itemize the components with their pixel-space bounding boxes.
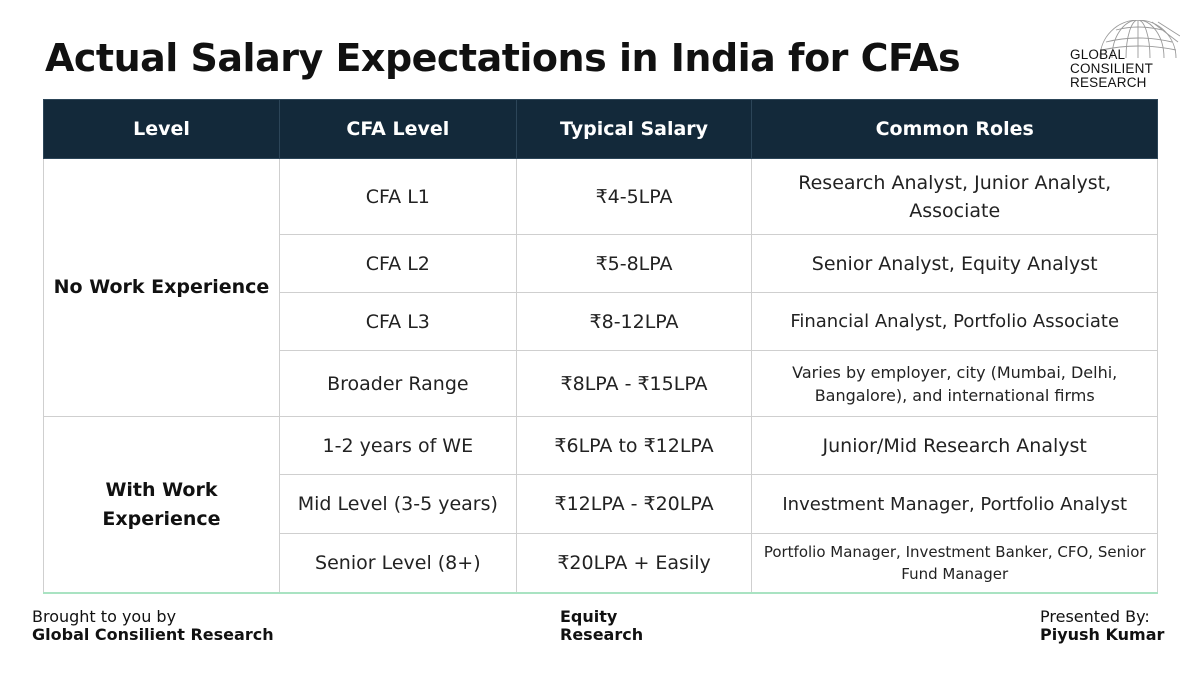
- header-level: Level: [43, 99, 280, 159]
- logo-line-3: RESEARCH: [1070, 75, 1147, 90]
- table-row: Senior Level (8+) ₹20LPA + Easily Portfo…: [44, 533, 1158, 593]
- table-row: CFA L2 ₹5-8LPA Senior Analyst, Equity An…: [44, 234, 1158, 293]
- salary-cell: ₹8-12LPA: [515, 292, 753, 351]
- salary-table: Level CFA Level Typical Salary Common Ro…: [43, 99, 1158, 593]
- cfa-level-cell: CFA L3: [278, 292, 517, 351]
- salary-cell: ₹6LPA to ₹12LPA: [515, 416, 753, 475]
- logo-line-1: GLOBAL: [1070, 47, 1126, 62]
- footer-right-line2: Piyush Kumar: [1040, 625, 1165, 644]
- roles-cell: Varies by employer, city (Mumbai, Delhi,…: [751, 350, 1158, 417]
- salary-cell: ₹20LPA + Easily: [515, 533, 753, 593]
- footer-left-line1: Brought to you by: [32, 607, 177, 626]
- globe-icon: [1099, 20, 1180, 59]
- cfa-level-cell: Senior Level (8+): [278, 533, 517, 593]
- roles-cell: Senior Analyst, Equity Analyst: [751, 234, 1158, 293]
- cfa-level-cell: 1-2 years of WE: [278, 416, 517, 475]
- group-no-work-experience: No Work Experience: [43, 158, 280, 417]
- roles-cell: Junior/Mid Research Analyst: [751, 416, 1158, 475]
- roles-cell: Research Analyst, Junior Analyst, Associ…: [751, 158, 1158, 235]
- footer-presented-by: Presented By: Piyush Kumar: [1040, 608, 1164, 644]
- footer-left-line2: Global Consilient Research: [32, 625, 274, 644]
- salary-cell: ₹5-8LPA: [515, 234, 753, 293]
- footer-mid-line1: Equity: [560, 607, 618, 626]
- divider-line: [43, 592, 1158, 594]
- cfa-level-cell: Broader Range: [278, 350, 517, 417]
- cfa-level-cell: Mid Level (3-5 years): [278, 474, 517, 534]
- footer-topic: Equity Research: [560, 608, 643, 644]
- salary-cell: ₹8LPA - ₹15LPA: [515, 350, 753, 417]
- brand-logo: GLOBAL CONSILIENT RESEARCH: [1070, 20, 1182, 92]
- header-typical-salary: Typical Salary: [515, 99, 753, 159]
- cfa-level-cell: CFA L2: [278, 234, 517, 293]
- table-row: Broader Range ₹8LPA - ₹15LPA Varies by e…: [44, 350, 1158, 417]
- page-title: Actual Salary Expectations in India for …: [45, 36, 961, 80]
- salary-cell: ₹4-5LPA: [515, 158, 753, 235]
- header-cfa-level: CFA Level: [278, 99, 517, 159]
- footer-right-line1: Presented By:: [1040, 607, 1150, 626]
- roles-cell: Portfolio Manager, Investment Banker, CF…: [751, 533, 1158, 593]
- cfa-level-cell: CFA L1: [278, 158, 517, 235]
- table-row: With Work Experience 1-2 years of WE ₹6L…: [43, 416, 1158, 593]
- header-common-roles: Common Roles: [751, 99, 1158, 159]
- group-with-work-experience: With Work Experience: [43, 416, 280, 593]
- table-row: No Work Experience CFA L1 ₹4-5LPA Resear…: [43, 158, 1158, 417]
- footer-mid-line2: Research: [560, 625, 644, 644]
- table-header-row: Level CFA Level Typical Salary Common Ro…: [43, 99, 1158, 159]
- logo-line-2: CONSILIENT: [1070, 61, 1154, 76]
- roles-cell: Investment Manager, Portfolio Analyst: [751, 474, 1158, 534]
- salary-cell: ₹12LPA - ₹20LPA: [515, 474, 753, 534]
- footer-brought-by: Brought to you by Global Consilient Rese…: [32, 608, 274, 644]
- roles-cell: Financial Analyst, Portfolio Associate: [751, 292, 1158, 351]
- table-row: Mid Level (3-5 years) ₹12LPA - ₹20LPA In…: [44, 474, 1158, 534]
